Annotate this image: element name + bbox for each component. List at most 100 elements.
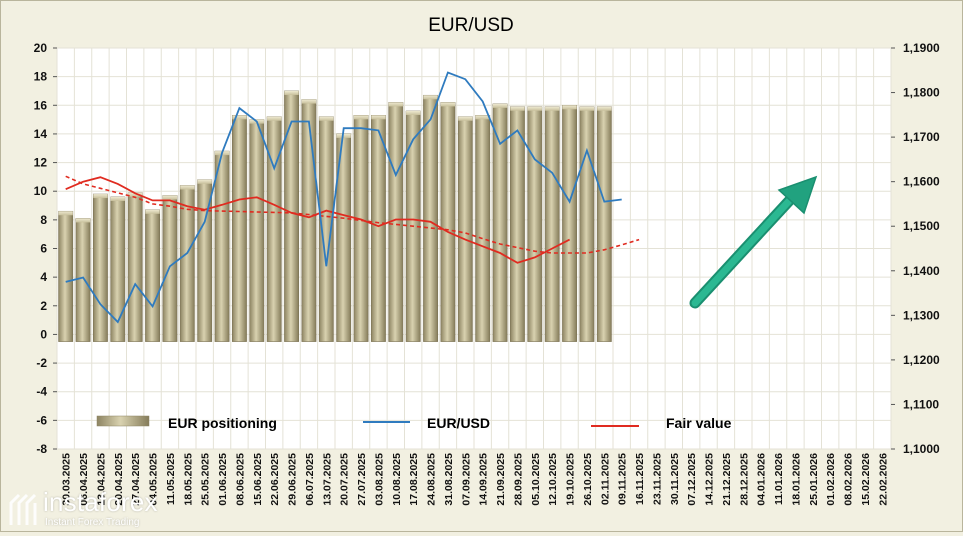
positioning-bar bbox=[266, 116, 282, 342]
left-axis-tick-label: 14 bbox=[34, 127, 48, 141]
positioning-bar bbox=[58, 210, 74, 342]
positioning-bar bbox=[596, 106, 612, 342]
x-axis-tick-label: 07.09.2025 bbox=[460, 453, 472, 506]
x-axis-tick-label: 11.01.2026 bbox=[773, 453, 785, 505]
left-axis-tick-label: 12 bbox=[34, 156, 48, 170]
x-axis-tick-label: 09.11.2025 bbox=[617, 453, 629, 505]
positioning-bar-cap bbox=[510, 106, 525, 111]
instaforex-logo-icon bbox=[9, 493, 37, 525]
x-axis-tick-label: 16.11.2025 bbox=[634, 453, 646, 505]
x-axis-tick-label: 03.08.2025 bbox=[373, 453, 385, 506]
positioning-bar bbox=[544, 106, 560, 342]
left-axis: -8 -6 -4 -2 0 2 4 6 8 10 12 14 16 18 20 bbox=[34, 41, 57, 456]
x-axis-tick-label: 31.08.2025 bbox=[443, 453, 455, 506]
x-axis-tick-label: 14.09.2025 bbox=[478, 453, 490, 506]
positioning-bar-cap bbox=[58, 211, 73, 216]
x-axis-tick-label: 30.11.2025 bbox=[669, 453, 681, 505]
instaforex-brand: instaforex bbox=[43, 487, 158, 517]
x-axis-tick-label: 20.04.2025 bbox=[113, 453, 125, 506]
x-axis-tick-label: 19.10.2025 bbox=[565, 453, 577, 506]
legend-label-positioning: EUR positioning bbox=[168, 415, 277, 431]
x-axis-tick-label: 10.08.2025 bbox=[391, 453, 403, 506]
positioning-bar-cap bbox=[267, 116, 282, 121]
trend-arrow-shaft-highlight bbox=[691, 197, 793, 307]
x-axis-tick-label: 01.06.2025 bbox=[217, 453, 229, 506]
positioning-bar-cap bbox=[336, 133, 351, 138]
positioning-bar bbox=[127, 192, 143, 342]
x-axis-tick-label: 25.01.2026 bbox=[808, 453, 820, 506]
left-axis-tick-label: 6 bbox=[40, 242, 47, 256]
positioning-bar bbox=[371, 115, 386, 342]
x-axis-tick-label: 27.07.2025 bbox=[356, 453, 368, 506]
positioning-bar-cap bbox=[458, 116, 473, 121]
positioning-bar-cap bbox=[319, 116, 334, 121]
positioning-bar bbox=[579, 106, 595, 342]
x-axis-tick-label: 27.04.2025 bbox=[130, 453, 142, 506]
x-axis-tick-label: 04.05.2025 bbox=[148, 453, 160, 506]
positioning-bar-cap bbox=[162, 195, 178, 200]
right-axis-tick-label: 1,1700 bbox=[903, 130, 940, 144]
positioning-bar bbox=[75, 218, 91, 342]
positioning-bar bbox=[145, 209, 160, 342]
x-axis-tick-label: 30.03.2025 bbox=[61, 453, 73, 506]
bar-series bbox=[58, 90, 612, 342]
x-axis-tick-label: 20.07.2025 bbox=[339, 453, 351, 506]
right-axis-tick-label: 1,1900 bbox=[903, 41, 940, 55]
x-axis-tick-label: 06.07.2025 bbox=[304, 453, 316, 506]
trend-arrow bbox=[689, 175, 818, 309]
x-axis-tick-label: 15.06.2025 bbox=[252, 453, 264, 506]
right-axis-tick-label: 1,1500 bbox=[903, 219, 940, 233]
positioning-bar-cap bbox=[75, 218, 91, 223]
positioning-bar-cap bbox=[180, 185, 195, 190]
x-axis-tick-label: 14.12.2025 bbox=[704, 453, 716, 506]
x-axis-tick-label: 13.04.2025 bbox=[95, 453, 107, 506]
right-axis-tick-label: 1,1000 bbox=[903, 442, 940, 456]
x-axis-tick-label: 15.02.2026 bbox=[860, 453, 872, 506]
right-axis-tick-label: 1,1600 bbox=[903, 175, 940, 189]
left-axis-tick-label: 18 bbox=[34, 70, 48, 84]
positioning-bar-cap bbox=[145, 209, 160, 214]
positioning-bar-cap bbox=[579, 106, 595, 111]
fair-value-line bbox=[65, 176, 571, 264]
line-series bbox=[65, 71, 640, 324]
positioning-bar-cap bbox=[527, 106, 542, 111]
left-axis-tick-label: 10 bbox=[34, 184, 48, 198]
legend-swatch-positioning bbox=[96, 415, 150, 427]
positioning-bar-cap bbox=[545, 106, 560, 111]
trend-arrow-head bbox=[777, 175, 818, 215]
positioning-bar-cap bbox=[388, 102, 403, 107]
positioning-bar-cap bbox=[597, 106, 612, 111]
positioning-bar bbox=[284, 90, 299, 342]
x-axis-tick-label: 06.04.2025 bbox=[78, 453, 90, 506]
x-axis-tick-label: 25.05.2025 bbox=[200, 453, 212, 506]
x-axis-tick-label: 28.12.2025 bbox=[738, 453, 750, 506]
positioning-bar-cap bbox=[301, 99, 317, 104]
x-axis-tick-label: 28.09.2025 bbox=[512, 453, 524, 506]
x-axis-tick-label: 23.11.2025 bbox=[651, 453, 663, 505]
positioning-bar bbox=[232, 115, 247, 342]
positioning-bar bbox=[214, 150, 230, 342]
left-axis-tick-label: -8 bbox=[36, 442, 47, 456]
left-axis-tick-label: 4 bbox=[40, 270, 47, 284]
positioning-bar-cap bbox=[562, 105, 577, 110]
positioning-bar-cap bbox=[128, 192, 143, 197]
x-axis-tick-label: 13.07.2025 bbox=[321, 453, 333, 506]
x-axis-tick-label: 11.05.2025 bbox=[165, 453, 177, 505]
x-axis-tick-label: 17.08.2025 bbox=[408, 453, 420, 506]
positioning-bar bbox=[93, 193, 108, 342]
legend-item-eurusd: EUR/USD bbox=[363, 415, 490, 431]
right-axis-tick-label: 1,1200 bbox=[903, 353, 940, 367]
positioning-bar-cap bbox=[423, 95, 438, 100]
positioning-bar-cap bbox=[284, 90, 299, 95]
left-axis-tick-label: 2 bbox=[40, 299, 47, 313]
x-axis-tick-label: 22.06.2025 bbox=[269, 453, 281, 506]
instaforex-watermark: instaforex Instant Forex Trading bbox=[5, 487, 190, 531]
positioning-bar bbox=[162, 195, 178, 342]
left-axis-tick-label: 8 bbox=[40, 213, 47, 227]
legend: EUR positioning EUR/USD Fair value bbox=[96, 415, 732, 431]
x-axis-tick-label: 24.08.2025 bbox=[426, 453, 438, 506]
positioning-bar bbox=[527, 106, 543, 342]
x-axis: 30.03.2025 06.04.2025 13.04.2025 20.04.2025… bbox=[61, 453, 890, 506]
